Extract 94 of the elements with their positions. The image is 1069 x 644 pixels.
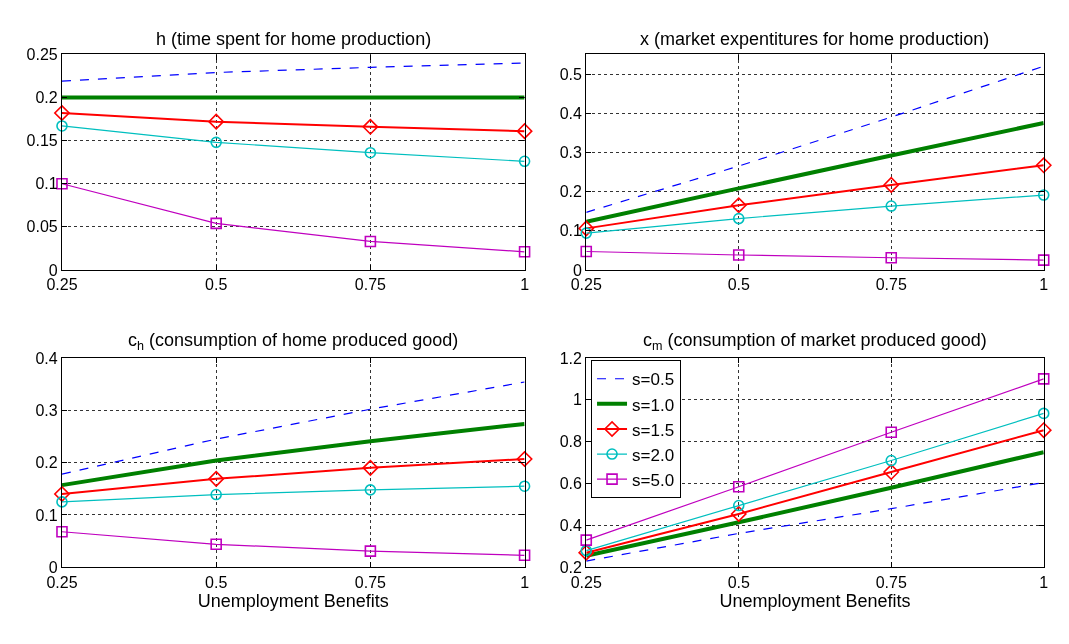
point	[730, 197, 747, 214]
point	[56, 177, 68, 190]
point	[1035, 422, 1052, 439]
line-series	[61, 381, 525, 475]
y-tick-label: 0.25	[26, 46, 58, 64]
point	[883, 464, 900, 480]
y-tick-label: 0.15	[26, 132, 58, 150]
x-axis-title: Unemployment Benefits	[719, 590, 911, 611]
legend-label: s=0.5	[632, 370, 675, 390]
point	[518, 549, 531, 562]
y-tick-label: 0.1	[35, 506, 58, 524]
y-tick-label: 0	[573, 261, 583, 279]
line-series	[586, 65, 1044, 213]
chart-title: h (time spent for home production)	[156, 29, 432, 49]
point	[208, 470, 225, 487]
point	[210, 488, 222, 501]
point	[1037, 407, 1050, 420]
point	[732, 249, 745, 261]
x-tick-label: 0.75	[354, 573, 387, 591]
point	[885, 200, 898, 212]
point	[518, 246, 531, 258]
point	[56, 496, 68, 508]
point	[362, 118, 379, 135]
y-tick-label: 0.4	[35, 349, 58, 367]
point	[580, 544, 593, 557]
y-tick-label: 0.4	[559, 104, 583, 122]
x-tick-label: 0.5	[727, 276, 750, 294]
y-tick-label: 0.2	[35, 454, 58, 472]
point	[210, 538, 222, 551]
chart-title: c$_{h}$ (consumption of home produced good)	[128, 330, 459, 353]
y-tick-label: 0	[48, 261, 58, 279]
x-tick-label: 0.5	[205, 276, 228, 294]
point	[516, 123, 533, 140]
point	[518, 155, 531, 168]
y-tick-label: 0.3	[559, 143, 583, 161]
point	[364, 146, 377, 159]
point	[1035, 157, 1052, 174]
point	[580, 534, 593, 546]
point	[730, 505, 747, 522]
legend-label: s=5.0	[632, 470, 675, 490]
x-axis-title: Unemployment Benefits	[197, 590, 389, 611]
legend-label: s=1.5	[632, 420, 675, 440]
x-tick-label: 0.75	[875, 276, 907, 294]
y-tick-label: 0.2	[559, 183, 583, 201]
point	[885, 251, 898, 264]
x-tick-label: 0.5	[205, 573, 228, 591]
point	[1037, 373, 1050, 385]
point	[1037, 189, 1050, 201]
y-tick-label: 0.6	[559, 475, 583, 493]
y-tick-label: 0.4	[559, 517, 583, 535]
chart-title: c$_{m}$ (consumption of market produced good)	[643, 330, 987, 353]
point	[732, 480, 745, 493]
point	[885, 426, 898, 439]
point	[208, 113, 225, 130]
chart-title: x (market expentitures for home production)	[640, 29, 990, 49]
point	[210, 136, 222, 149]
point	[516, 451, 533, 467]
point	[56, 525, 68, 538]
point	[732, 499, 745, 512]
point	[885, 454, 898, 467]
x-tick-label: 1	[1039, 573, 1049, 591]
point	[362, 459, 379, 476]
x-tick-label: 1	[520, 276, 530, 294]
point	[732, 212, 745, 225]
x-tick-label: 0.75	[875, 573, 907, 591]
x-tick-label: 1	[1039, 276, 1049, 294]
point	[883, 176, 900, 193]
point	[364, 545, 377, 557]
point	[518, 480, 531, 492]
point	[364, 484, 377, 496]
x-tick-label: 0.5	[727, 573, 750, 591]
legend-label: s=2.0	[632, 445, 675, 465]
y-tick-label: 1.2	[559, 349, 583, 367]
point	[210, 217, 222, 230]
y-tick-label: 0.3	[35, 401, 58, 419]
point	[54, 486, 70, 502]
point	[1037, 254, 1050, 266]
y-tick-label: 0.2	[35, 89, 58, 107]
y-tick-label: 0	[48, 558, 58, 576]
point	[364, 235, 377, 248]
y-tick-label: 0.8	[559, 433, 583, 451]
point	[580, 245, 593, 258]
point	[578, 544, 595, 561]
legend-label: s=1.0	[632, 395, 675, 415]
point	[580, 227, 593, 239]
y-tick-label: 0.1	[559, 222, 583, 240]
x-tick-label: 0.75	[354, 276, 387, 294]
y-tick-label: 0.5	[559, 65, 583, 83]
point	[56, 120, 68, 132]
y-tick-label: 1	[573, 391, 583, 409]
y-tick-label: 0.05	[26, 218, 58, 236]
point	[54, 105, 70, 121]
x-tick-label: 1	[520, 573, 530, 591]
y-tick-label: 0.2	[559, 558, 583, 576]
